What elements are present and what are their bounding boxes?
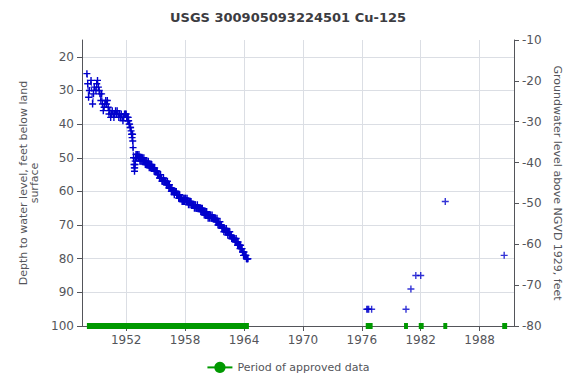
- svg-text:90: 90: [59, 285, 74, 299]
- svg-text:-10: -10: [522, 33, 542, 47]
- svg-text:-70: -70: [522, 278, 542, 292]
- svg-text:surface: surface: [28, 162, 41, 203]
- svg-text:20: 20: [59, 50, 74, 64]
- svg-text:1976: 1976: [347, 333, 378, 347]
- svg-text:1964: 1964: [229, 333, 260, 347]
- svg-text:1982: 1982: [405, 333, 436, 347]
- svg-text:1958: 1958: [170, 333, 201, 347]
- svg-text:40: 40: [59, 117, 74, 131]
- svg-text:80: 80: [59, 252, 74, 266]
- svg-text:-40: -40: [522, 156, 542, 170]
- svg-text:60: 60: [59, 184, 74, 198]
- svg-text:-60: -60: [522, 237, 542, 251]
- svg-text:1952: 1952: [111, 333, 142, 347]
- svg-text:Depth to water level, feet bel: Depth to water level, feet below land: [17, 80, 31, 286]
- svg-text:70: 70: [59, 218, 74, 232]
- svg-text:100: 100: [51, 319, 74, 333]
- svg-text:-20: -20: [522, 74, 542, 88]
- svg-text:-50: -50: [522, 196, 542, 210]
- svg-text:1970: 1970: [288, 333, 319, 347]
- svg-text:USGS 300905093224501 Cu-125: USGS 300905093224501 Cu-125: [170, 10, 406, 25]
- svg-text:-80: -80: [522, 319, 542, 333]
- svg-text:Period of approved data: Period of approved data: [237, 361, 369, 374]
- svg-text:30: 30: [59, 83, 74, 97]
- svg-text:-30: -30: [522, 115, 542, 129]
- svg-text:1988: 1988: [464, 333, 495, 347]
- svg-text:50: 50: [59, 151, 74, 165]
- svg-text:Groundwater level above NGVD 1: Groundwater level above NGVD 1929, feet: [551, 65, 564, 301]
